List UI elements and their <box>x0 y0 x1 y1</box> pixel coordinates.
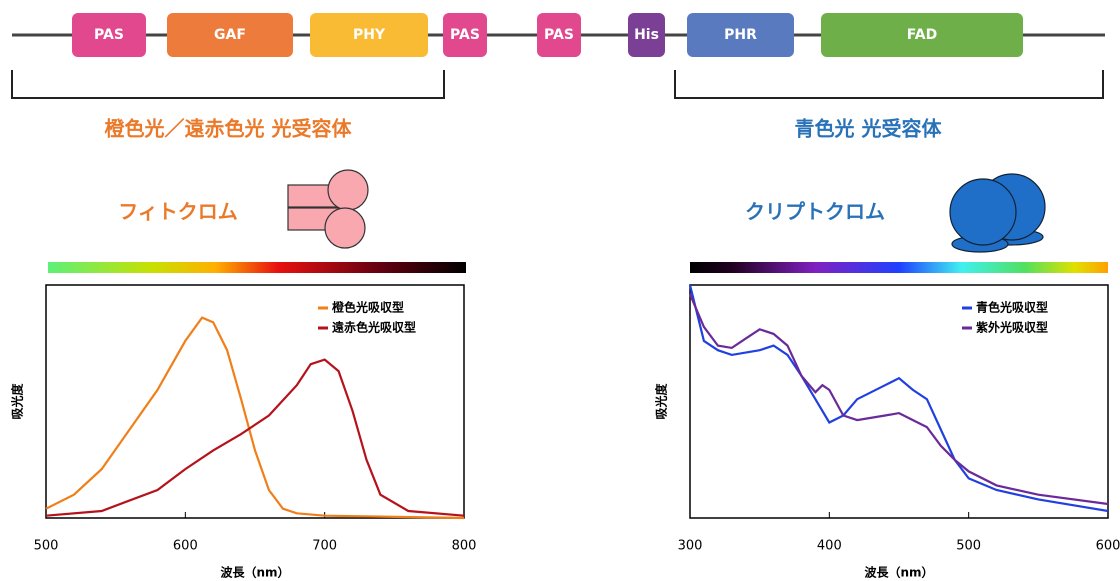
domain-label: His <box>634 27 659 43</box>
data-line <box>46 360 464 516</box>
bracket <box>675 70 1103 98</box>
y-axis-label: 吸光度 <box>10 383 25 420</box>
x-axis-label: 波長（nm） <box>864 565 933 580</box>
spectrum-bar <box>690 262 1108 273</box>
legend-label: 橙色光吸収型 <box>332 300 404 315</box>
x-tick-label: 300 <box>678 539 703 554</box>
domain-label: GAF <box>214 27 246 43</box>
group-label: 橙色光／遠赤色光 光受容体 <box>105 117 353 141</box>
x-tick-label: 400 <box>817 539 842 554</box>
x-tick-label: 600 <box>1096 539 1120 554</box>
protein-label: フィトクロム <box>118 200 238 224</box>
x-axis-label: 波長（nm） <box>220 565 289 580</box>
cryptochrome-icon <box>950 174 1045 252</box>
legend-label: 青色光吸収型 <box>976 300 1048 315</box>
x-tick-label: 800 <box>452 539 477 554</box>
figure: 橙色光／遠赤色光 光受容体 青色光 光受容体 フィトクロム クリプトクロム PA… <box>0 0 1120 581</box>
domain-label: PAS <box>544 27 574 43</box>
x-tick-label: 600 <box>173 539 198 554</box>
data-line <box>690 285 1108 511</box>
domain-label: PHR <box>724 27 757 43</box>
phytochrome-icon <box>288 170 368 248</box>
bracket <box>12 70 444 98</box>
x-tick-label: 500 <box>34 539 59 554</box>
domain-label: PHY <box>353 27 386 43</box>
spectrum-bar <box>48 262 466 273</box>
domain-label: PAS <box>94 27 124 43</box>
data-line <box>46 318 464 518</box>
domain-label: FAD <box>907 27 937 43</box>
protein-label: クリプトクロム <box>745 200 885 224</box>
x-tick-label: 700 <box>312 539 337 554</box>
domain-label: PAS <box>450 27 480 43</box>
group-label: 青色光 光受容体 <box>795 117 943 141</box>
legend-label: 紫外光吸収型 <box>976 320 1048 335</box>
x-tick-label: 500 <box>956 539 981 554</box>
y-axis-label: 吸光度 <box>654 383 669 420</box>
legend-label: 遠赤色光吸収型 <box>332 320 416 335</box>
